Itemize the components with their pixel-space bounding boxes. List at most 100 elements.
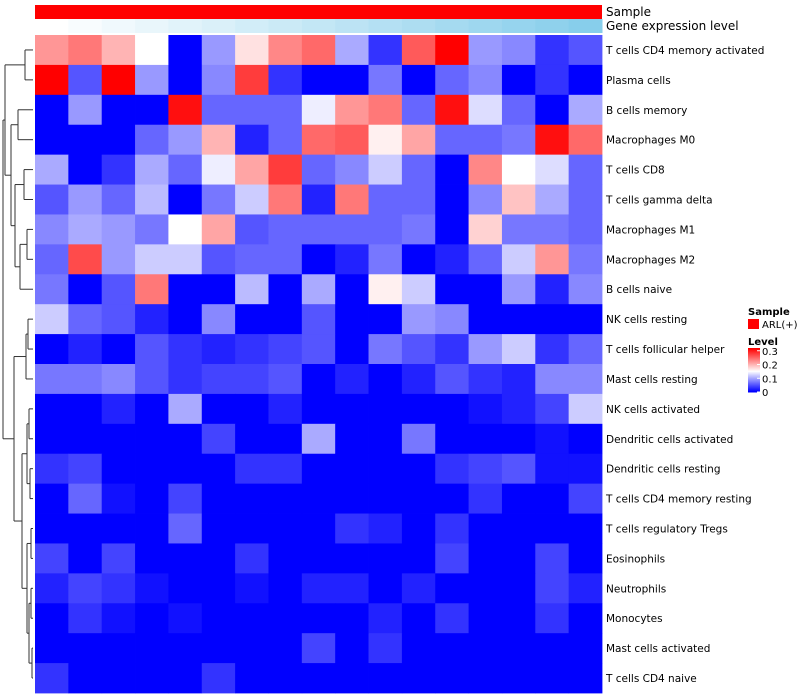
heatmap-cell: [168, 513, 203, 544]
heatmap-cell: [301, 453, 336, 485]
heatmap-cell: [101, 364, 136, 395]
heatmap-cell: [301, 334, 336, 365]
heatmap-cell: [35, 154, 69, 185]
heatmap-cell: [235, 483, 269, 514]
row-label: NK cells activated: [606, 404, 700, 416]
heatmap-cell: [235, 573, 269, 604]
heatmap-cell: [535, 453, 570, 485]
heatmap-cell: [68, 244, 103, 275]
heatmap-cell: [135, 663, 169, 694]
row-label: T cells gamma delta: [605, 195, 713, 207]
heatmap-cell: [501, 214, 536, 245]
heatmap-cell: [335, 274, 369, 305]
heatmap-cell: [401, 543, 436, 574]
colorbar-step: [748, 388, 760, 390]
legend-level-title: Level: [748, 337, 778, 348]
heatmap-cell: [501, 423, 536, 455]
heatmap-cell: [568, 214, 603, 245]
colorbar-step: [748, 358, 760, 360]
heatmap-cell: [268, 603, 303, 634]
heatmap-cell: [401, 603, 436, 634]
row-label: B cells naive: [606, 284, 672, 296]
heatmap-cell: [235, 274, 269, 305]
heatmap-cell: [568, 124, 603, 156]
heatmap-cell: [335, 124, 369, 156]
gene-expression-cell: [101, 19, 136, 33]
heatmap-cell: [35, 453, 69, 485]
heatmap-cell: [301, 483, 336, 514]
colorbar-step: [748, 387, 760, 389]
heatmap-cell: [568, 663, 603, 694]
heatmap-cell: [435, 483, 469, 514]
heatmap-cell: [335, 214, 369, 245]
heatmap-cell: [135, 633, 169, 664]
heatmap-cell: [235, 663, 269, 694]
heatmap-cell: [201, 423, 236, 455]
colorbar-step: [748, 371, 760, 373]
heatmap-cell: [501, 633, 536, 664]
colorbar-step: [748, 369, 760, 371]
legend: Sample ARL(+) Level 0.3 0.2 0.1 0: [748, 307, 798, 399]
heatmap-cell: [468, 603, 503, 634]
heatmap-cell: [168, 423, 203, 455]
gene-expression-annotation-bar: [35, 19, 603, 33]
heatmap-cell: [568, 423, 603, 455]
heatmap-cell: [168, 214, 203, 245]
heatmap-cell: [201, 364, 236, 395]
heatmap-cell: [268, 94, 303, 126]
heatmap-cell: [101, 663, 136, 694]
heatmap-cell: [168, 184, 203, 215]
heatmap-cell: [35, 663, 69, 694]
heatmap-cell: [535, 663, 570, 694]
row-label: Plasma cells: [606, 75, 671, 87]
heatmap-cell: [135, 64, 169, 96]
heatmap-cell: [101, 184, 136, 215]
heatmap-cell: [468, 35, 503, 66]
heatmap-cell: [535, 573, 570, 604]
colorbar-step: [748, 382, 760, 384]
heatmap-cell: [101, 124, 136, 156]
heatmap-cell: [568, 94, 603, 126]
heatmap-cell: [201, 633, 236, 664]
heatmap-cell: [235, 603, 269, 634]
colorbar-step: [748, 357, 760, 359]
heatmap-cell: [501, 573, 536, 604]
heatmap-cell: [301, 94, 336, 126]
sample-annotation-bar: [35, 5, 602, 19]
heatmap-cell: [268, 633, 303, 664]
heatmap-cell: [401, 304, 436, 335]
heatmap-cell: [301, 64, 336, 96]
heatmap-cell: [201, 154, 236, 185]
heatmap-cell: [168, 603, 203, 634]
heatmap-cell: [368, 184, 403, 215]
row-label: T cells CD4 naive: [605, 673, 697, 685]
heatmap-cell: [335, 35, 369, 66]
heatmap-cell: [335, 94, 369, 126]
heatmap-cell: [535, 603, 570, 634]
colorbar-step: [748, 360, 760, 362]
heatmap-cell: [268, 483, 303, 514]
heatmap-cell: [301, 543, 336, 574]
heatmap-cell: [101, 543, 136, 574]
colorbar-step: [748, 354, 760, 356]
heatmap-cell: [201, 214, 236, 245]
heatmap-cell: [168, 633, 203, 664]
heatmap-cell: [368, 304, 403, 335]
heatmap-cell: [135, 423, 169, 455]
heatmap-cell: [168, 453, 203, 485]
heatmap-cell: [501, 483, 536, 514]
colorbar-tick-label: 0.2: [762, 361, 778, 372]
heatmap-cell: [501, 64, 536, 96]
heatmap-cell: [68, 364, 103, 395]
heatmap-cell: [268, 214, 303, 245]
heatmap-cell: [568, 274, 603, 305]
heatmap-cell: [35, 124, 69, 156]
heatmap-cell: [368, 274, 403, 305]
heatmap-cell: [501, 304, 536, 335]
heatmap-cell: [535, 244, 570, 275]
colorbar-step: [748, 367, 760, 369]
row-label: Monocytes: [606, 613, 663, 625]
heatmap-cell: [168, 304, 203, 335]
heatmap-cell: [35, 603, 69, 634]
